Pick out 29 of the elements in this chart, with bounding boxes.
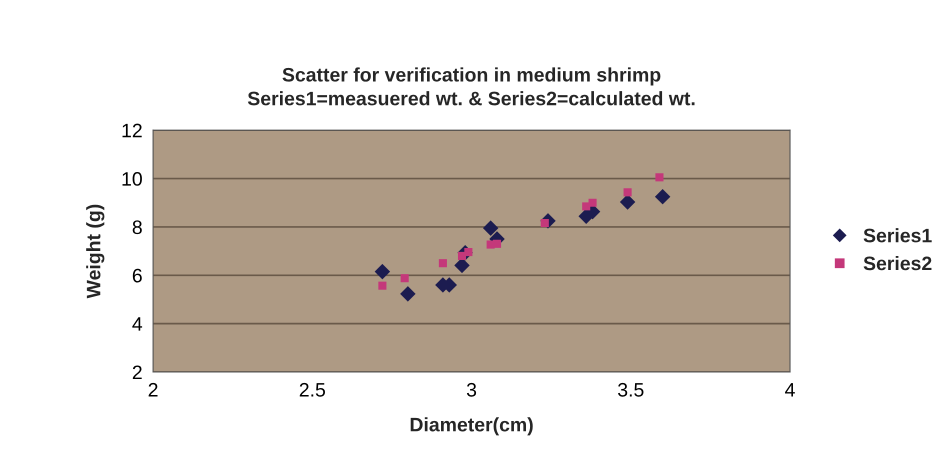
x-tick-label: 2.5 — [300, 382, 326, 397]
point — [654, 188, 670, 204]
chart-title: Scatter for verification in medium shrimp Series1=measuered wt. & Series2=calculated wt. — [248, 67, 694, 106]
point — [588, 198, 597, 207]
point — [438, 259, 447, 268]
y-tick-label: 4 — [132, 317, 142, 331]
point — [655, 173, 664, 182]
y-tick-label: 2 — [132, 365, 142, 380]
y-tick-label: 10 — [122, 172, 142, 186]
point — [620, 194, 636, 210]
y-tick-label: 6 — [132, 268, 142, 283]
y-tick-label: 12 — [122, 124, 142, 138]
point — [400, 286, 416, 302]
point — [400, 274, 409, 282]
point — [378, 282, 386, 290]
x-tick-label: 4 — [785, 383, 795, 397]
legend-label: Series1 — [864, 228, 932, 242]
point — [492, 240, 502, 248]
x-tick-label: 2 — [148, 382, 158, 397]
y-tick-label: 8 — [132, 220, 142, 234]
legend-label: Series2 — [864, 256, 932, 270]
x-tick-label: 3 — [466, 382, 476, 397]
point — [482, 220, 498, 236]
x-axis-title: Diameter(cm) — [410, 417, 533, 436]
point — [624, 188, 632, 196]
y-axis-title: Weight (g) — [86, 204, 104, 298]
x-tick-label: 3.5 — [618, 382, 644, 397]
point — [454, 258, 470, 274]
point — [374, 264, 390, 280]
